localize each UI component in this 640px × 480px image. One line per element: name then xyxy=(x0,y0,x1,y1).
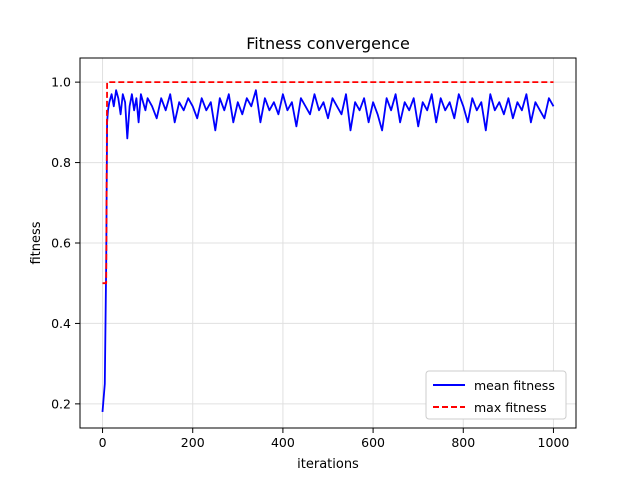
y-tick-label: 0.2 xyxy=(51,396,71,411)
chart-title: Fitness convergence xyxy=(246,34,410,53)
legend: mean fitness max fitness xyxy=(425,370,567,420)
x-tick-label: 400 xyxy=(271,435,295,450)
series-lines xyxy=(101,81,555,412)
x-tick-label: 0 xyxy=(99,435,107,450)
y-tick-label: 0.4 xyxy=(51,316,71,331)
plot-area: 0 200 400 600 800 1000 0.2 0.4 0.6 0.8 1.0 xyxy=(51,57,577,450)
series-line-max-fitness xyxy=(102,81,554,285)
legend-label-mean-fitness: mean fitness xyxy=(474,378,555,393)
x-axis-label: iterations xyxy=(297,457,359,472)
y-tick-label: 1.0 xyxy=(51,75,71,90)
x-tick-label: 800 xyxy=(451,435,475,450)
x-tick-label: 1000 xyxy=(538,435,570,450)
legend-label-max-fitness: max fitness xyxy=(474,400,547,415)
x-tick-label: 600 xyxy=(361,435,385,450)
x-tick-label: 200 xyxy=(181,435,205,450)
y-axis-label: fitness xyxy=(29,221,44,264)
axis-ticks: 0 200 400 600 800 1000 0.2 0.4 0.6 0.8 1.0 xyxy=(51,75,569,450)
y-tick-label: 0.8 xyxy=(51,155,71,170)
y-tick-label: 0.6 xyxy=(51,236,71,251)
series-line-mean-fitness xyxy=(101,89,555,412)
